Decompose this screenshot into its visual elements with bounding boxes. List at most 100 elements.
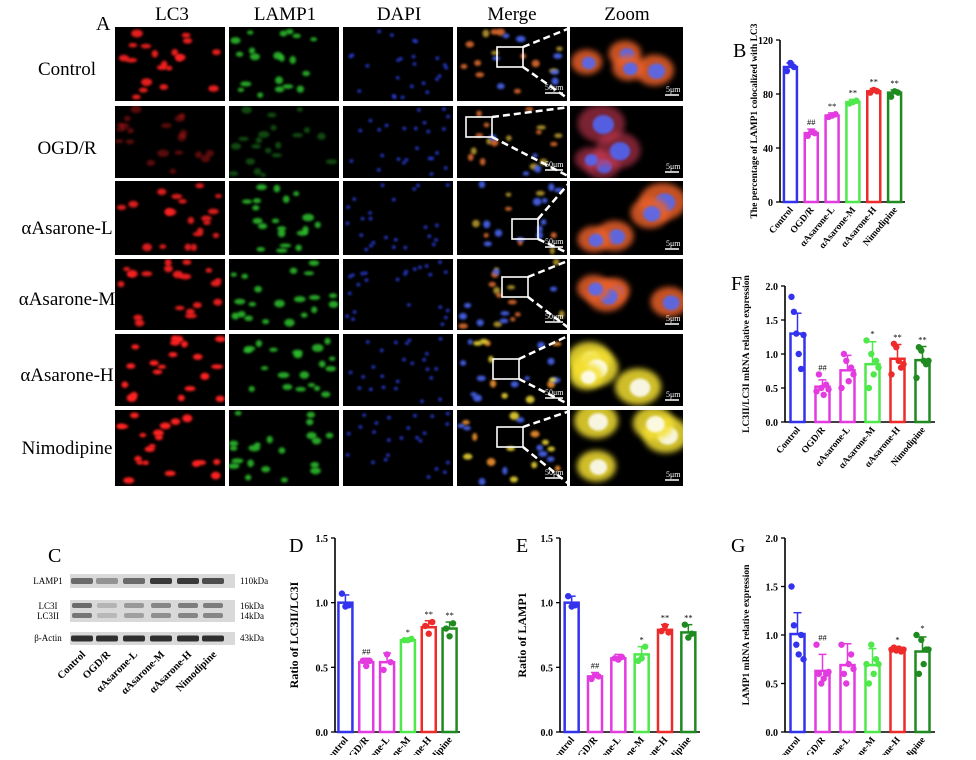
data-point [800,331,807,339]
y-tick-label: 2.0 [766,534,779,545]
y-tick-label: 120 [758,36,773,47]
data-point [813,641,820,648]
scale-bar-label: 50μm [545,388,564,397]
significance-marker: ** [849,87,858,97]
data-point [658,627,665,635]
blot-band [124,603,144,608]
data-point [425,630,432,637]
data-point [887,93,895,100]
bar [610,657,627,734]
zoom-region-box [496,46,524,68]
scale-bar-label: 5μm [666,314,681,323]
bar [866,90,882,204]
bar [680,631,697,734]
blot-band [177,578,199,584]
significance-marker: * [870,328,874,338]
data-point [843,680,850,687]
significance-marker: ** [684,613,693,623]
zoom-guide-line [491,105,571,119]
scale-bar-label: 50μm [545,237,564,246]
micrograph-ogd-r-dapi [343,106,453,178]
y-tick-label: 0.5 [766,384,779,395]
column-headers: LC3 LAMP1 DAPI Merge Zoom [155,4,650,25]
data-point [422,622,429,630]
band-label-lc3i: LC3I [39,601,58,611]
y-tick-label: 1.0 [541,599,554,610]
blot-strips [70,574,235,645]
data-point [872,656,880,663]
data-point [446,633,453,640]
data-point [788,293,795,301]
y-axis-label: LAMP1 mRNA relative expression [742,564,752,706]
zoom-guide-line [537,181,571,220]
micrograph-aasarone-h-dapi [343,334,453,406]
zoom-guide-line [522,409,571,429]
blot-strip-beta-actin [70,632,235,645]
significance-marker: ** [893,332,902,342]
data-point [387,658,394,666]
blot-band [177,635,199,642]
blot-band [202,635,224,642]
micrograph-nimodipine-merge: 50μm [457,409,571,486]
data-point [811,129,818,137]
data-point [800,656,807,663]
blot-band [178,613,198,618]
data-point [894,89,902,96]
bar-group-control: Control [775,293,807,456]
data-point [925,646,932,653]
data-point [783,67,791,75]
data-point [820,675,827,682]
data-point [893,344,900,351]
significance-marker: ** [918,335,927,345]
x-tick-label: Control [775,425,803,456]
data-point [845,660,852,668]
bar [914,358,931,424]
blot-band [96,635,118,642]
zoom-guide-line [527,296,571,330]
data-point [345,602,353,609]
bar [845,100,861,204]
significance-marker: * [920,623,924,633]
data-point [865,384,873,392]
y-axis-label: The percentage of LAMP1 colocalized with… [750,23,760,218]
col-header-dapi: DAPI [377,4,421,25]
col-header-merge: Merge [487,4,536,25]
bar-group-nimodipine: **Nimodipine [653,613,697,760]
data-point [338,590,346,597]
col-header-lc3: LC3 [155,4,189,25]
x-tick-label: Control [775,735,803,755]
bar [889,648,906,734]
zoom-guide-line [518,377,571,407]
band-size-110kda: 110kDa [240,576,268,586]
bar [399,638,417,734]
data-point [838,641,845,648]
row-labels: Control OGD/R αAsarone-L αAsarone-M αAsa… [19,59,116,459]
micrograph-aasarone-l-lc3 [115,181,225,255]
data-point [895,357,902,364]
chart-f: F 0.0 0.5 1.0 1.5 2.0 LC3II/LC3I mRNA relative… [731,273,935,471]
micrograph-nimodipine-zoom: 5μm [570,410,683,486]
y-axis-label: LC3II/LC3I mRNA relative expression [742,274,752,432]
micrograph-aasarone-l-dapi [343,181,453,255]
data-point [900,646,907,653]
micrograph-aasarone-m-lc3 [115,259,225,330]
data-point [564,593,572,600]
band-size-43kda: 43kDa [240,633,264,643]
band-label-lamp1: LAMP1 [33,576,63,586]
micrograph-grid: 50μm 5μm 50μm 5μm 50μm 5μm 50μm 5μm 50μm 5μm 50μm 5… [115,26,683,486]
scale-bar-label: 50μm [545,468,564,477]
micrograph-ogd-r-lc3 [115,106,225,178]
data-point [366,657,373,665]
band-size-16kda: 16kDa [240,601,264,611]
significance-marker: ** [445,610,454,620]
data-point [641,643,649,650]
data-point [820,391,827,398]
data-point [788,583,795,590]
blot-strip-lamp1 [70,574,235,588]
data-point [825,668,832,676]
blot-band [72,613,92,618]
micrograph-control-merge: 50μm [457,26,571,102]
scale-bar-label: 5μm [666,162,681,171]
